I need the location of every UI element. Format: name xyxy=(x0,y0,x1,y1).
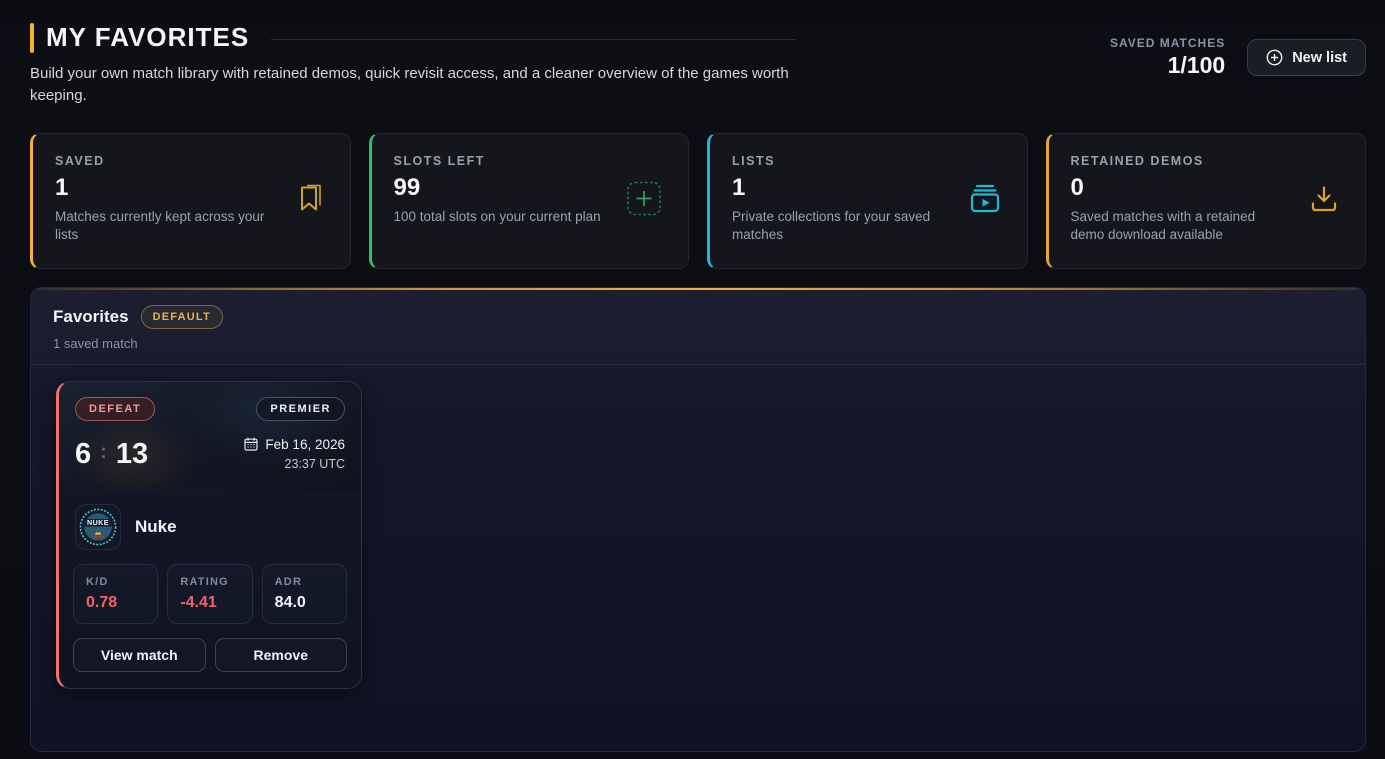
stat-card-description: Private collections for your saved match… xyxy=(732,208,931,242)
saved-matches-counter: SAVED MATCHES 1/100 xyxy=(1110,36,1225,79)
stat-card-label: SLOTS LEFT xyxy=(393,153,485,168)
default-badge: DEFAULT xyxy=(140,304,223,329)
map-icon-nuke: NUKE xyxy=(75,503,121,550)
favorites-title: Favorites xyxy=(53,306,129,326)
plus-slot-icon xyxy=(626,180,662,221)
match-datetime: Feb 16, 2026 23:37 UTC xyxy=(244,437,345,471)
bookmark-icon xyxy=(298,183,324,218)
calendar-icon xyxy=(244,437,259,451)
stat-card-value: 1 xyxy=(732,173,746,201)
match-time: 23:37 UTC xyxy=(284,456,345,471)
remove-button[interactable]: Remove xyxy=(214,637,347,672)
circle-plus-icon xyxy=(1266,49,1283,66)
title-accent-bar xyxy=(30,22,34,53)
stat-box-rating: RATING -4.41 xyxy=(167,563,253,624)
stat-card-value: 99 xyxy=(393,173,421,201)
map-row: NUKE Nuke xyxy=(59,491,361,560)
stat-card-slots-left: SLOTS LEFT 99 100 total slots on your cu… xyxy=(368,132,689,269)
page-subtitle: Build your own match library with retain… xyxy=(30,65,789,104)
score-separator: : xyxy=(100,440,107,463)
match-score: 6 : 13 xyxy=(75,438,148,471)
stat-value: 84.0 xyxy=(274,593,306,611)
match-date: Feb 16, 2026 xyxy=(265,436,345,452)
stat-card-label: RETAINED DEMOS xyxy=(1070,153,1204,168)
match-stats-row: K/D 0.78 RATING -4.41 ADR 84.0 xyxy=(59,560,361,624)
stat-card-saved: SAVED 1 Matches currently kept across yo… xyxy=(30,132,351,269)
stat-card-description: Saved matches with a retained demo downl… xyxy=(1070,208,1256,242)
page-title: MY FAVORITES xyxy=(46,22,250,52)
new-list-button[interactable]: New list xyxy=(1247,39,1366,76)
stat-box-adr: ADR 84.0 xyxy=(261,563,347,624)
page-header: MY FAVORITES Build your own match librar… xyxy=(30,22,1366,107)
collection-play-icon xyxy=(969,183,1001,218)
new-list-label: New list xyxy=(1292,49,1347,66)
stat-label: RATING xyxy=(180,575,229,588)
stat-value: 0.78 xyxy=(86,593,118,611)
stat-label: ADR xyxy=(274,575,303,588)
saved-matches-label: SAVED MATCHES xyxy=(1109,36,1226,50)
score-right: 13 xyxy=(115,437,149,470)
stat-label: K/D xyxy=(86,575,109,588)
saved-match-count: 1 saved match xyxy=(53,335,138,351)
stat-box-kd: K/D 0.78 xyxy=(73,563,159,624)
stat-card-label: SAVED xyxy=(55,153,105,168)
stat-cards-row: SAVED 1 Matches currently kept across yo… xyxy=(30,132,1366,269)
favorites-panel: Favorites DEFAULT 1 saved match DEFEAT P… xyxy=(30,286,1366,752)
stat-card-value: 1 xyxy=(55,173,69,201)
stat-card-lists: LISTS 1 Private collections for your sav… xyxy=(707,132,1028,269)
stat-value: -4.41 xyxy=(180,593,217,611)
saved-matches-value: 1/100 xyxy=(1167,52,1226,78)
favorites-panel-header: Favorites DEFAULT 1 saved match xyxy=(31,288,1365,365)
match-card[interactable]: DEFEAT PREMIER 6 : 13 xyxy=(56,380,362,689)
mode-badge: PREMIER xyxy=(256,396,345,421)
stat-card-value: 0 xyxy=(1070,173,1084,201)
stat-card-retained-demos: RETAINED DEMOS 0 Saved matches with a re… xyxy=(1045,132,1366,269)
view-match-button[interactable]: View match xyxy=(73,637,206,672)
svg-text:NUKE: NUKE xyxy=(87,519,109,527)
stat-card-label: LISTS xyxy=(732,153,775,168)
map-name: Nuke xyxy=(135,516,177,536)
title-divider-line xyxy=(271,39,795,40)
result-badge: DEFEAT xyxy=(75,396,156,421)
stat-card-description: Matches currently kept across your lists xyxy=(55,208,265,242)
score-left: 6 xyxy=(75,437,92,470)
download-icon xyxy=(1309,183,1339,218)
stat-card-description: 100 total slots on your current plan xyxy=(393,208,601,224)
match-card-header: DEFEAT PREMIER 6 : 13 xyxy=(59,382,361,491)
